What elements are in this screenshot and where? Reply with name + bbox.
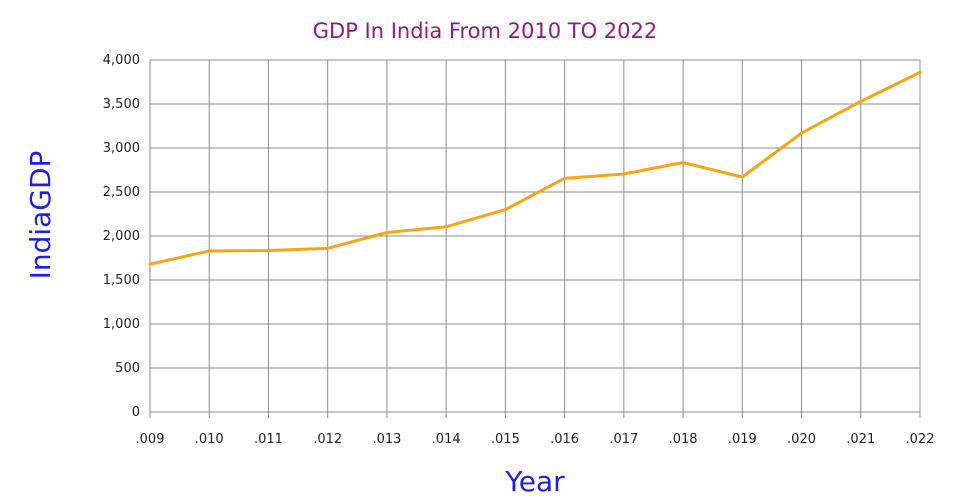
plot-area bbox=[149, 59, 921, 413]
x-tick-label: .017 bbox=[609, 432, 638, 447]
y-tick-label: 1,500 bbox=[103, 273, 140, 288]
y-tick-label: 1,000 bbox=[103, 317, 140, 332]
y-tick-label: 500 bbox=[115, 361, 140, 376]
y-tick-label: 4,000 bbox=[103, 53, 140, 68]
y-tick-label: 0 bbox=[132, 405, 140, 420]
x-tick-label: .022 bbox=[906, 432, 935, 447]
x-tick-label: .019 bbox=[728, 432, 757, 447]
x-axis-title: Year bbox=[504, 465, 565, 498]
grid bbox=[149, 59, 921, 418]
x-tick-label: .009 bbox=[136, 432, 165, 447]
y-tick-label: 3,500 bbox=[103, 97, 140, 112]
x-tick-label: .021 bbox=[846, 432, 875, 447]
x-tick-label: .010 bbox=[195, 432, 224, 447]
y-axis-title: IndiaGDP bbox=[24, 151, 57, 280]
x-tick-label: .015 bbox=[491, 432, 520, 447]
y-tick-label: 3,000 bbox=[103, 141, 140, 156]
y-tick-label: 2,500 bbox=[103, 185, 140, 200]
x-tick-label: .018 bbox=[669, 432, 698, 447]
series-line bbox=[148, 70, 922, 266]
x-tick-label: .013 bbox=[372, 432, 401, 447]
chart-title: GDP In India From 2010 TO 2022 bbox=[313, 19, 657, 43]
x-tick-label: .012 bbox=[313, 432, 342, 447]
x-tick-label: .020 bbox=[787, 432, 816, 447]
series-layer bbox=[148, 70, 922, 266]
y-tick-label: 2,000 bbox=[103, 229, 140, 244]
axis-ticks: 0 500 1,000 1,500 2,000 2,500 3,000 3,500 4,000.… bbox=[103, 53, 935, 447]
x-tick-label: .011 bbox=[254, 432, 283, 447]
x-tick-label: .016 bbox=[550, 432, 579, 447]
x-tick-label: .014 bbox=[432, 432, 461, 447]
